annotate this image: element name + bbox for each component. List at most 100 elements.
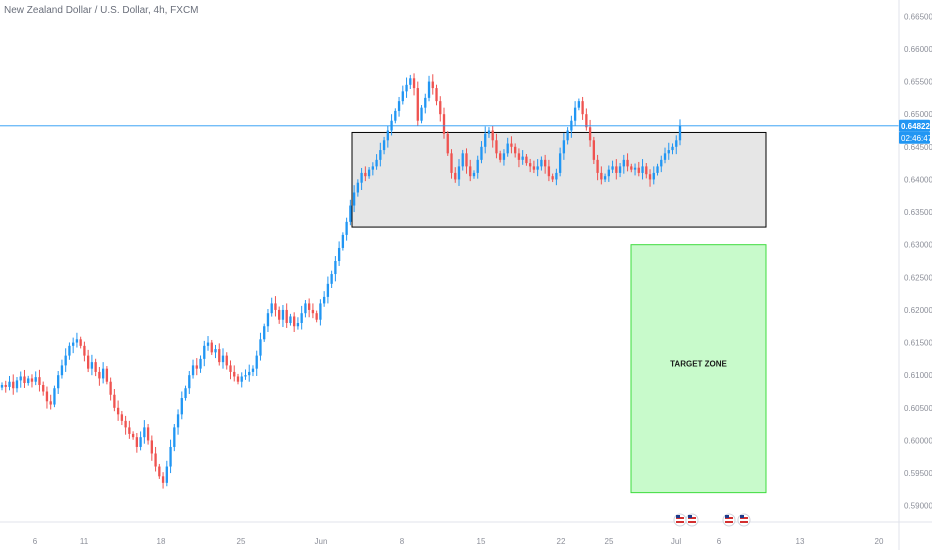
- candle: [251, 365, 255, 377]
- candle: [472, 170, 476, 179]
- candle: [120, 410, 124, 426]
- candle: [334, 256, 337, 282]
- candle-body: [120, 414, 124, 421]
- candle-body: [49, 401, 52, 405]
- candle: [409, 74, 412, 90]
- candle-body: [562, 140, 566, 154]
- candle: [75, 332, 79, 348]
- candle-body: [180, 398, 183, 415]
- candle: [34, 371, 37, 386]
- candle: [300, 305, 303, 330]
- candle: [543, 154, 547, 174]
- candle: [307, 298, 311, 318]
- consolidation-zone[interactable]: [351, 131, 767, 228]
- candle-body: [86, 355, 90, 369]
- candle: [191, 359, 195, 379]
- candle-body: [113, 394, 116, 408]
- candle: [424, 93, 427, 114]
- target-zone[interactable]: [630, 244, 767, 494]
- candle: [176, 409, 180, 435]
- candle: [124, 415, 127, 435]
- candle: [349, 199, 352, 226]
- candle-body: [334, 261, 337, 275]
- flag-icon[interactable]: [685, 513, 699, 527]
- candle: [603, 173, 607, 183]
- candle: [255, 350, 258, 376]
- candle-body: [382, 140, 386, 151]
- candle: [4, 380, 7, 393]
- candle-body: [667, 150, 670, 154]
- candle: [446, 131, 449, 156]
- candle: [30, 374, 34, 388]
- candle-body: [386, 130, 389, 141]
- flag-icon[interactable]: [737, 513, 751, 527]
- candle: [352, 185, 356, 213]
- candle-body: [352, 192, 356, 206]
- candle-body: [12, 381, 15, 389]
- x-tick-label: Jul: [671, 537, 681, 546]
- candle-body: [663, 153, 667, 160]
- candle-body: [536, 166, 539, 170]
- candle-body: [543, 159, 547, 167]
- candle-body: [551, 176, 554, 180]
- candle-body: [405, 84, 408, 92]
- candle: [322, 291, 326, 307]
- candle: [244, 369, 247, 380]
- candle-body: [618, 166, 622, 173]
- candle: [38, 369, 41, 392]
- candle: [184, 385, 187, 401]
- candle: [611, 160, 614, 174]
- candle: [660, 155, 663, 173]
- flag-stripe: [688, 521, 696, 523]
- x-tick-label: 11: [80, 537, 89, 546]
- candle-body: [184, 388, 187, 399]
- candle-body: [401, 91, 404, 102]
- candle-body: [671, 146, 674, 151]
- candle-body: [195, 365, 198, 369]
- candle-body: [158, 466, 161, 477]
- candle-body: [450, 153, 453, 173]
- candle-body: [469, 166, 472, 177]
- flag-icon[interactable]: [673, 513, 687, 527]
- y-tick-label: 0.62500: [904, 273, 932, 282]
- flag-icon[interactable]: [722, 513, 736, 527]
- candle: [259, 332, 262, 361]
- candle-body: [611, 166, 614, 170]
- candle-body: [45, 391, 49, 402]
- candle: [131, 431, 135, 440]
- flag-stripe: [676, 521, 684, 523]
- candle-body: [588, 127, 592, 141]
- y-tick-label: 0.62000: [904, 306, 932, 315]
- y-tick-label: 0.66000: [904, 45, 932, 54]
- candle-body: [285, 309, 288, 323]
- candle: [469, 159, 472, 182]
- candle-body: [566, 130, 569, 141]
- candle-body: [289, 316, 292, 323]
- candle: [161, 472, 165, 489]
- y-tick-label: 0.59500: [904, 469, 932, 478]
- candle: [596, 154, 599, 181]
- candle: [98, 366, 101, 386]
- candle-body: [360, 172, 363, 183]
- candle: [607, 165, 610, 182]
- candle-body: [116, 407, 120, 415]
- candle: [180, 391, 183, 420]
- candle-body: [645, 166, 648, 175]
- candle: [454, 167, 457, 183]
- last-price-badge-bg: [899, 119, 930, 132]
- candle-body: [176, 414, 180, 428]
- candle-body: [675, 140, 678, 147]
- candle: [270, 297, 273, 317]
- candle-body: [371, 166, 375, 170]
- candle-body: [53, 388, 56, 405]
- candle-body: [517, 153, 521, 160]
- candle-body: [633, 167, 637, 170]
- candle-body: [251, 368, 255, 372]
- candle: [592, 136, 596, 165]
- candle: [652, 166, 655, 185]
- candle: [427, 75, 431, 102]
- candle: [442, 107, 446, 139]
- candle-body: [322, 296, 326, 304]
